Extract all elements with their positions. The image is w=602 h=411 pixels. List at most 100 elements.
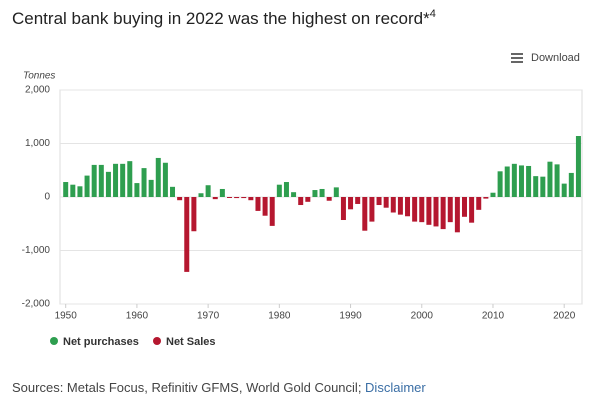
bar bbox=[298, 197, 304, 206]
bar bbox=[127, 161, 133, 197]
bar bbox=[276, 184, 282, 197]
bar bbox=[333, 187, 339, 197]
bar bbox=[369, 197, 375, 222]
bar bbox=[390, 197, 396, 213]
bar bbox=[511, 163, 517, 197]
bar bbox=[383, 197, 389, 208]
bar bbox=[212, 197, 218, 200]
x-tick-label: 2020 bbox=[553, 311, 576, 322]
bar bbox=[77, 186, 83, 197]
x-tick-label: 2010 bbox=[482, 311, 505, 322]
bar bbox=[141, 168, 147, 197]
bar bbox=[547, 161, 553, 197]
bar bbox=[426, 197, 432, 225]
download-button[interactable]: Download bbox=[511, 52, 580, 64]
y-tick-label: -1,000 bbox=[22, 245, 51, 256]
bar bbox=[184, 197, 190, 272]
bar bbox=[355, 197, 361, 204]
bar bbox=[255, 197, 261, 211]
bar bbox=[447, 197, 453, 223]
download-icon bbox=[511, 61, 523, 63]
bar bbox=[497, 171, 503, 197]
legend-swatch bbox=[50, 337, 58, 345]
x-tick-label: 1980 bbox=[268, 311, 291, 322]
x-tick-label: 1950 bbox=[55, 311, 78, 322]
bar bbox=[504, 166, 510, 197]
bar bbox=[191, 197, 197, 232]
bar bbox=[105, 171, 111, 197]
bar bbox=[312, 190, 318, 197]
bar bbox=[405, 197, 411, 217]
bar bbox=[540, 176, 546, 197]
download-icon bbox=[511, 57, 523, 59]
bar bbox=[526, 165, 532, 197]
x-tick-label: 1990 bbox=[339, 311, 362, 322]
bar bbox=[348, 197, 354, 210]
bar bbox=[554, 164, 560, 197]
bar bbox=[483, 197, 489, 199]
bar bbox=[269, 197, 275, 226]
y-tick-label: 1,000 bbox=[25, 138, 50, 149]
bar bbox=[397, 197, 403, 215]
bar bbox=[340, 197, 346, 221]
title-superscript: 4 bbox=[430, 8, 436, 20]
bar bbox=[248, 197, 254, 201]
bar bbox=[84, 175, 90, 197]
bar bbox=[234, 197, 240, 199]
bar bbox=[469, 197, 475, 223]
y-tick-label: -2,000 bbox=[22, 299, 51, 310]
bar bbox=[155, 157, 161, 197]
bar bbox=[177, 197, 183, 201]
bar bbox=[376, 197, 382, 206]
bar bbox=[433, 197, 439, 227]
source: Sources: Metals Focus, Refinitiv GFMS, W… bbox=[12, 380, 426, 395]
bar bbox=[162, 162, 168, 197]
bar bbox=[148, 179, 154, 197]
download-label[interactable]: Download bbox=[531, 52, 580, 64]
bar bbox=[91, 164, 97, 197]
bar bbox=[490, 192, 496, 197]
bar bbox=[291, 192, 297, 197]
bar bbox=[319, 188, 325, 197]
bar bbox=[198, 193, 204, 197]
legend-label: Net purchases bbox=[63, 336, 139, 348]
bar bbox=[561, 183, 567, 197]
source-text: Sources: Metals Focus, Refinitiv GFMS, W… bbox=[12, 380, 365, 395]
title-text: Central bank buying in 2022 was the high… bbox=[12, 9, 430, 28]
bar bbox=[454, 197, 460, 233]
x-tick-label: 2000 bbox=[411, 311, 434, 322]
chart-title: Central bank buying in 2022 was the high… bbox=[12, 8, 436, 29]
bar bbox=[533, 176, 539, 197]
bar bbox=[326, 197, 332, 201]
legend-swatch bbox=[153, 337, 161, 345]
bar bbox=[476, 197, 482, 210]
legend-label: Net Sales bbox=[166, 336, 216, 348]
bar bbox=[568, 172, 574, 197]
bar bbox=[362, 197, 368, 231]
y-axis-label: Tonnes bbox=[23, 71, 55, 82]
x-tick-label: 1970 bbox=[197, 311, 220, 322]
disclaimer-link[interactable]: Disclaimer bbox=[365, 380, 426, 395]
bar bbox=[134, 183, 140, 197]
bar bbox=[575, 136, 581, 197]
download-icon bbox=[511, 53, 523, 55]
bar bbox=[219, 188, 225, 197]
x-tick-label: 1960 bbox=[126, 311, 149, 322]
bar bbox=[419, 197, 425, 223]
bar bbox=[305, 197, 311, 202]
bar bbox=[440, 197, 446, 230]
bar bbox=[170, 186, 176, 197]
bar bbox=[70, 184, 76, 197]
bar bbox=[98, 164, 104, 197]
bar bbox=[283, 182, 289, 197]
bar bbox=[226, 197, 232, 198]
bar bbox=[113, 163, 119, 197]
bar bbox=[412, 197, 418, 222]
bar bbox=[241, 197, 247, 199]
bar bbox=[262, 197, 268, 216]
bar bbox=[120, 163, 126, 197]
y-tick-label: 2,000 bbox=[25, 85, 50, 96]
y-tick-label: 0 bbox=[44, 192, 50, 203]
